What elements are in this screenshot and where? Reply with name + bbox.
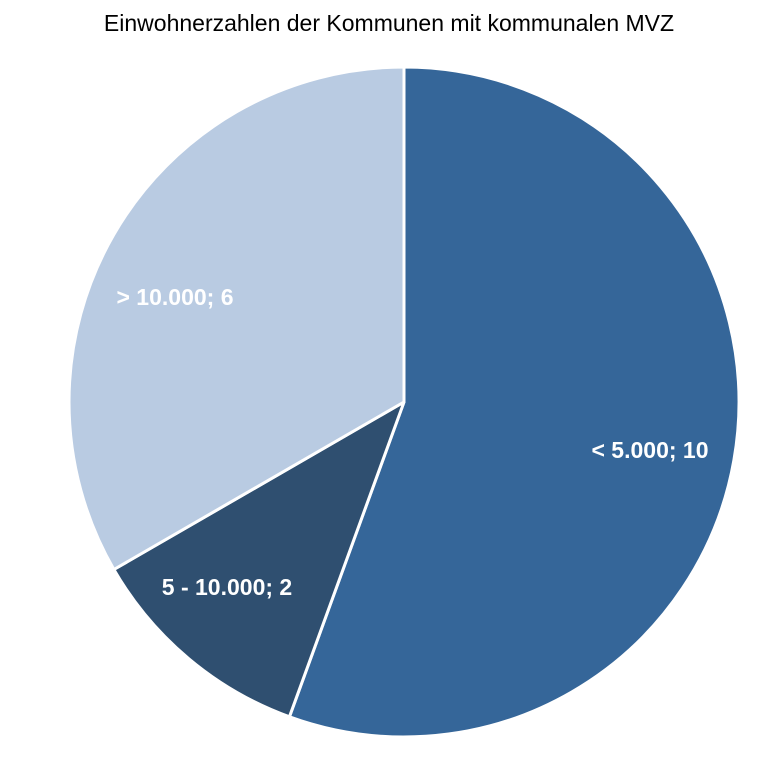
pie-slice-gt-10000 [67,65,406,571]
pie-labels: < 5.000; 10 5 - 10.000; 2 > 10.000; 6 [116,284,708,600]
pie-slices [67,65,741,739]
pie-slice-5-10000 [112,400,406,719]
data-label-5-10000: 5 - 10.000; 2 [162,574,292,600]
chart-title: Einwohnerzahlen der Kommunen mit kommuna… [103,10,675,36]
data-label-lt-5000: < 5.000; 10 [591,437,708,463]
data-label-gt-10000: > 10.000; 6 [116,284,233,310]
pie-slice-lt-5000 [287,65,741,739]
